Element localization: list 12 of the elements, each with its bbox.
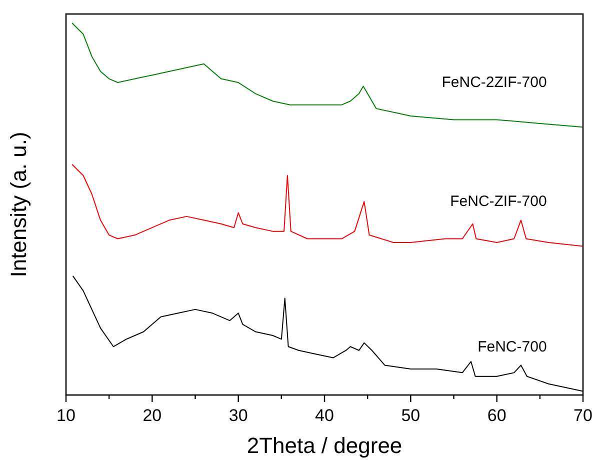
x-tick-label: 50 bbox=[401, 406, 420, 425]
x-tick-label: 20 bbox=[142, 406, 162, 425]
x-tick-label: 40 bbox=[315, 406, 334, 425]
series-label: FeNC-700 bbox=[478, 338, 547, 356]
series-label: FeNC-2ZIF-700 bbox=[442, 74, 547, 92]
x-axis-title: 2Theta / degree bbox=[246, 433, 402, 458]
x-tick-label: 70 bbox=[574, 406, 592, 425]
series-label: FeNC-ZIF-700 bbox=[450, 193, 547, 210]
y-axis-title: Intensity (a. u.) bbox=[6, 132, 31, 278]
x-tick-label: 30 bbox=[228, 406, 248, 425]
x-tick-label: 10 bbox=[56, 406, 76, 425]
x-tick-label: 60 bbox=[487, 406, 506, 425]
